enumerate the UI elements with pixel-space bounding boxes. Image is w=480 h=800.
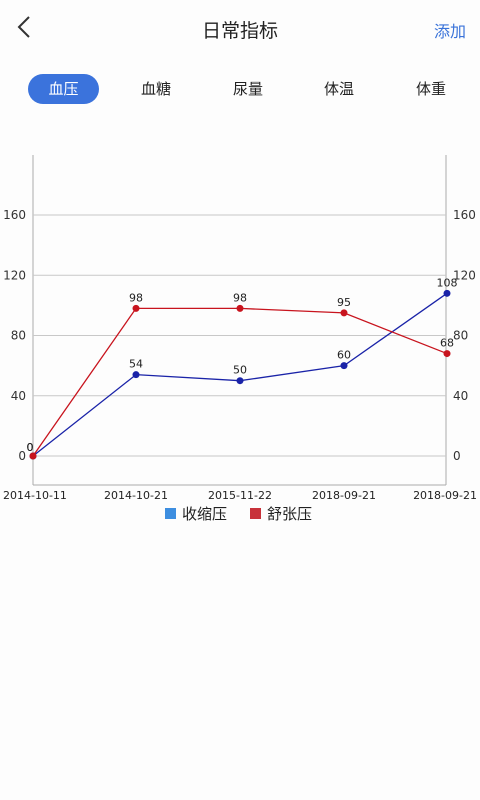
y-tick-label-right: 0 <box>453 449 461 463</box>
y-tick-label-right: 40 <box>453 389 468 403</box>
data-point-systolic <box>29 452 37 460</box>
data-point-diastolic <box>340 309 348 317</box>
legend-swatch-diastolic <box>250 507 261 519</box>
data-point-systolic <box>132 371 140 379</box>
y-tick-label-right: 80 <box>453 329 468 343</box>
y-tick-label-left: 120 <box>3 268 26 282</box>
data-label-systolic: 60 <box>337 349 351 362</box>
data-point-diastolic <box>236 304 244 312</box>
y-tick-label-right: 120 <box>453 268 476 282</box>
top-bar: 日常指标 添加 <box>0 0 480 56</box>
add-button[interactable]: 添加 <box>433 22 466 41</box>
tab-blood-sugar[interactable]: 血糖 <box>140 80 171 98</box>
data-label-systolic: 0 <box>27 441 34 454</box>
data-label-diastolic: 98 <box>233 291 247 304</box>
data-point-systolic <box>236 377 244 385</box>
tab-temperature[interactable]: 体温 <box>323 80 354 98</box>
data-label-diastolic: 95 <box>337 296 351 309</box>
y-tick-label-left: 160 <box>3 208 26 222</box>
page-title: 日常指标 <box>201 20 278 42</box>
data-point-systolic <box>340 362 348 370</box>
tab-urine-volume[interactable]: 尿量 <box>232 80 263 98</box>
chart-legend: 收缩压 舒张压 <box>0 500 480 524</box>
legend-label-systolic: 收缩压 <box>182 505 228 523</box>
data-label-diastolic: 68 <box>440 337 454 350</box>
data-point-diastolic <box>443 350 451 358</box>
data-label-systolic: 50 <box>233 364 247 377</box>
data-point-systolic <box>443 289 451 297</box>
data-label-systolic: 108 <box>437 276 458 289</box>
tab-blood-pressure[interactable]: 血压 <box>28 74 99 104</box>
series-line-diastolic <box>32 307 448 457</box>
data-point-diastolic <box>29 452 37 460</box>
legend-swatch-systolic <box>165 507 176 519</box>
metric-tabs: 血压 血糖 尿量 体温 体重 <box>0 74 480 104</box>
tab-weight[interactable]: 体重 <box>415 80 446 98</box>
data-label-diastolic: 0 <box>27 441 34 454</box>
data-label-diastolic: 98 <box>129 291 143 304</box>
legend-label-diastolic: 舒张压 <box>267 505 313 523</box>
y-tick-label-left: 40 <box>11 389 26 403</box>
y-tick-label-left: 0 <box>18 449 26 463</box>
data-label-systolic: 54 <box>129 358 143 371</box>
y-tick-label-right: 160 <box>453 208 476 222</box>
back-icon[interactable] <box>14 14 36 40</box>
data-point-diastolic <box>132 304 140 312</box>
series-line-systolic <box>32 292 448 457</box>
legend-item-diastolic: 舒张压 <box>250 503 312 524</box>
y-tick-label-left: 80 <box>11 329 26 343</box>
legend-item-systolic: 收缩压 <box>165 503 227 524</box>
